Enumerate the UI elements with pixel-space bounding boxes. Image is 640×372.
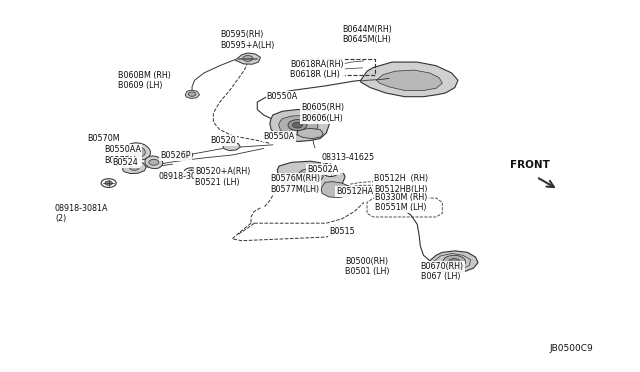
Circle shape [178, 151, 193, 159]
Text: B0550A: B0550A [267, 92, 298, 101]
Text: B0524: B0524 [113, 158, 138, 167]
Circle shape [181, 153, 189, 157]
Text: 08313-41625
(2): 08313-41625 (2) [322, 153, 375, 172]
Circle shape [105, 181, 113, 185]
Circle shape [188, 92, 196, 96]
Circle shape [292, 122, 303, 128]
Text: B0595(RH)
B0595+A(LH): B0595(RH) B0595+A(LH) [221, 31, 275, 50]
Ellipse shape [126, 143, 150, 160]
Circle shape [305, 172, 317, 179]
Polygon shape [122, 161, 147, 174]
Text: B0576M(RH)
B0577M(LH): B0576M(RH) B0577M(LH) [270, 174, 320, 194]
Circle shape [184, 168, 199, 177]
Circle shape [327, 170, 335, 174]
Polygon shape [270, 109, 330, 141]
Polygon shape [277, 161, 345, 191]
Text: B0550A: B0550A [264, 132, 295, 141]
Circle shape [101, 179, 116, 187]
Text: B0670(RH)
B067 (LH): B0670(RH) B067 (LH) [420, 262, 464, 281]
Polygon shape [430, 251, 478, 273]
Text: B0550AA
B0572U: B0550AA B0572U [104, 145, 141, 165]
Circle shape [148, 159, 159, 165]
Circle shape [288, 120, 307, 131]
Text: B0570M: B0570M [87, 134, 120, 143]
Circle shape [188, 170, 195, 174]
Text: B0526P: B0526P [161, 151, 191, 160]
Ellipse shape [145, 156, 163, 169]
Polygon shape [236, 53, 260, 64]
Text: B0605(RH)
B0606(LH): B0605(RH) B0606(LH) [301, 103, 345, 123]
Text: B0515: B0515 [329, 227, 355, 236]
Circle shape [449, 259, 460, 265]
Text: B0520: B0520 [210, 136, 236, 145]
Polygon shape [361, 62, 458, 97]
Ellipse shape [131, 146, 145, 157]
Text: B0502A: B0502A [307, 165, 339, 174]
Text: B0512H  (RH)
B0512HB(LH): B0512H (RH) B0512HB(LH) [374, 174, 429, 194]
Text: B060BM (RH)
B0609 (LH): B060BM (RH) B0609 (LH) [118, 71, 171, 90]
Circle shape [298, 169, 323, 183]
Text: B0644M(RH)
B0645M(LH): B0644M(RH) B0645M(LH) [342, 25, 392, 44]
Polygon shape [298, 128, 323, 139]
Circle shape [243, 55, 253, 61]
Text: B0500(RH)
B0501 (LH): B0500(RH) B0501 (LH) [345, 257, 389, 276]
Polygon shape [376, 70, 442, 90]
Text: 08918-3081A
(2): 08918-3081A (2) [55, 203, 108, 223]
Text: B0618RA(RH)
B0618R (LH): B0618RA(RH) B0618R (LH) [290, 60, 344, 79]
Text: FRONT: FRONT [510, 160, 550, 170]
Polygon shape [223, 142, 241, 151]
Circle shape [129, 164, 140, 170]
Text: B0520+A(RH)
B0521 (LH): B0520+A(RH) B0521 (LH) [195, 167, 250, 187]
Polygon shape [185, 90, 200, 99]
Polygon shape [278, 116, 318, 135]
Text: JB0500C9: JB0500C9 [549, 344, 593, 353]
Text: B0330M (RH)
B0551M (LH): B0330M (RH) B0551M (LH) [375, 193, 428, 212]
Text: B0512HA: B0512HA [336, 187, 373, 196]
Text: 08918-3062A: 08918-3062A [158, 172, 212, 182]
Circle shape [323, 168, 338, 177]
Polygon shape [321, 182, 353, 198]
Circle shape [443, 255, 465, 268]
